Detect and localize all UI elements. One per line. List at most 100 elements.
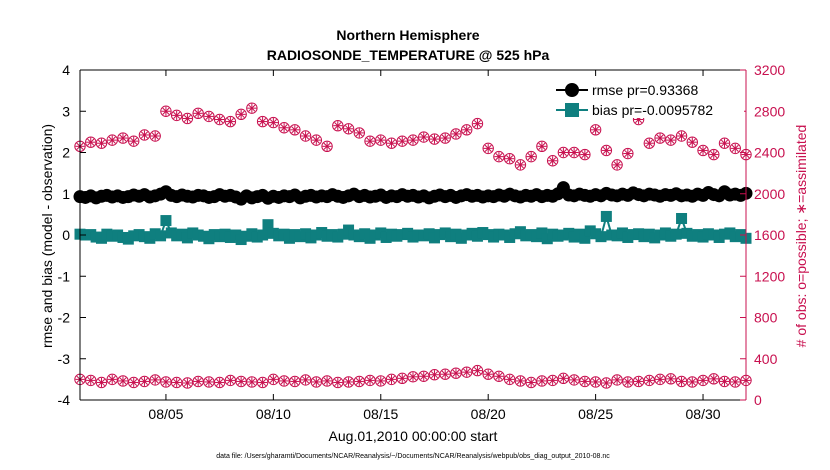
bias-obs-assimilated-marker: [300, 375, 311, 385]
bias-obs-assimilated-marker: [676, 376, 687, 387]
bias-obs-assimilated-marker: [96, 377, 107, 388]
rmse-obs-possible-marker: [482, 142, 494, 155]
rmse-obs-possible-marker: [95, 137, 108, 149]
rmse-obs-possible-marker: [289, 124, 301, 136]
bias-obs-possible-marker: [546, 374, 559, 387]
rmse-obs-possible-marker: [235, 108, 247, 121]
bias-obs-possible-marker: [299, 374, 312, 386]
rmse-obs-assimilated-marker: [236, 109, 246, 119]
x-tick-label: 08/05: [148, 406, 183, 422]
rmse-obs-assimilated-marker: [354, 128, 364, 138]
rmse-obs-assimilated-marker: [526, 152, 536, 162]
x-axis-label: Aug.01,2010 00:00:00 start: [329, 428, 498, 444]
bias-obs-assimilated-marker: [719, 376, 730, 387]
bias-obs-possible-marker: [149, 374, 161, 386]
chart-title: Northern Hemisphere: [336, 27, 479, 43]
bias-obs-possible-marker: [729, 376, 741, 388]
rmse-obs-possible-marker: [203, 110, 215, 123]
rmse-obs-assimilated-marker: [279, 123, 289, 133]
bias-obs-possible-marker: [256, 376, 269, 389]
bias-obs-assimilated-marker: [623, 377, 633, 387]
rmse-obs-assimilated-marker: [419, 132, 429, 142]
rmse-obs-assimilated-marker: [118, 133, 128, 143]
rmse-obs-possible-marker: [353, 127, 365, 139]
legend-box: [556, 78, 744, 118]
x-tick-label: 08/15: [363, 406, 398, 422]
left-tick-label: 0: [62, 227, 70, 243]
bias-obs-assimilated-marker: [129, 377, 139, 388]
rmse-obs-possible-marker: [718, 137, 731, 149]
right-tick-label: 2800: [754, 103, 785, 119]
bias-obs-assimilated-marker: [644, 375, 654, 386]
bias-obs-possible-marker: [611, 374, 623, 386]
rmse-obs-possible-marker: [665, 134, 677, 146]
rmse-obs-assimilated-marker: [537, 141, 547, 151]
rmse-obs-assimilated-marker: [623, 148, 633, 159]
bias-obs-assimilated-marker: [601, 378, 611, 388]
rmse-obs-possible-marker: [686, 136, 698, 148]
rmse-obs-assimilated-marker: [365, 136, 375, 146]
rmse-obs-assimilated-marker: [258, 116, 268, 127]
left-tick-label: 4: [62, 62, 70, 78]
rmse-obs-possible-marker: [128, 135, 140, 147]
rmse-obs-assimilated-marker: [333, 121, 343, 131]
rmse-obs-assimilated-marker: [193, 108, 203, 118]
rmse-obs-possible-marker: [729, 142, 741, 155]
rmse-obs-assimilated-marker: [644, 138, 654, 148]
bias-point: [670, 228, 682, 240]
rmse-obs-assimilated-marker: [343, 124, 354, 134]
rmse-obs-assimilated-marker: [548, 156, 558, 166]
bias-obs-assimilated-marker: [204, 377, 214, 387]
x-tick-label: 08/25: [578, 406, 613, 422]
rmse-obs-possible-marker: [192, 107, 204, 120]
rmse-obs-possible-marker: [117, 132, 129, 144]
right-tick-label: 3200: [754, 62, 785, 78]
legend-rmse-marker: [565, 83, 579, 97]
bias-obs-assimilated-marker: [386, 374, 397, 384]
bias-obs-assimilated-marker: [333, 377, 343, 388]
rmse-series: [73, 181, 753, 206]
rmse-obs-assimilated-marker: [472, 119, 483, 129]
right-tick-label: 800: [754, 310, 778, 326]
rmse-obs-assimilated-marker: [494, 152, 504, 162]
rmse-obs-assimilated-marker: [601, 145, 611, 156]
bias-obs-possible-marker: [697, 374, 709, 387]
rmse-obs-possible-marker: [600, 144, 613, 157]
left-tick-label: 2: [62, 145, 70, 161]
rmse-obs-possible-marker: [213, 113, 226, 126]
right-tick-label: 400: [754, 351, 778, 367]
x-ticks: 08/05 08/10 08/15 08/20 08/25 08/30: [148, 70, 721, 422]
rmse-obs-assimilated-marker: [397, 136, 407, 146]
bias-obs-possible-marker: [708, 373, 720, 385]
rmse-obs-assimilated-marker: [515, 160, 526, 170]
left-tick-label: -2: [58, 310, 71, 326]
rmse-obs-assimilated-marker: [666, 135, 676, 145]
rmse-obs-assimilated-marker: [172, 110, 182, 120]
rmse-obs-possible-marker: [643, 137, 656, 149]
rmse-obs-assimilated-marker: [730, 143, 740, 153]
rmse-obs-assimilated-marker: [462, 125, 472, 135]
rmse-obs-assimilated-marker: [569, 147, 579, 158]
rmse-obs-assimilated-marker: [161, 106, 171, 116]
bias-obs-possible-marker: [213, 376, 226, 389]
obs-count-series: [74, 102, 752, 389]
bias-obs-assimilated-marker: [558, 373, 568, 383]
rmse-obs-assimilated-marker: [290, 125, 300, 135]
rmse-obs-assimilated-marker: [268, 117, 278, 128]
rmse-obs-possible-marker: [450, 128, 462, 140]
bias-obs-assimilated-marker: [419, 371, 429, 381]
rmse-obs-possible-marker: [589, 124, 602, 136]
bias-obs-assimilated-marker: [537, 376, 547, 386]
bias-point: [536, 227, 548, 239]
bias-obs-assimilated-marker: [354, 376, 364, 387]
bias-obs-possible-marker: [471, 364, 484, 377]
rmse-obs-possible-marker: [493, 150, 505, 163]
rmse-obs-assimilated-marker: [225, 116, 235, 127]
bias-obs-assimilated-marker: [365, 375, 375, 386]
left-ticks: 4 3 2 1 0 -1 -2 -3 -4: [58, 62, 86, 408]
rmse-obs-assimilated-marker: [182, 113, 193, 124]
right-tick-label: 0: [754, 392, 762, 408]
bias-obs-possible-marker: [418, 370, 430, 382]
rmse-obs-possible-marker: [246, 102, 258, 114]
